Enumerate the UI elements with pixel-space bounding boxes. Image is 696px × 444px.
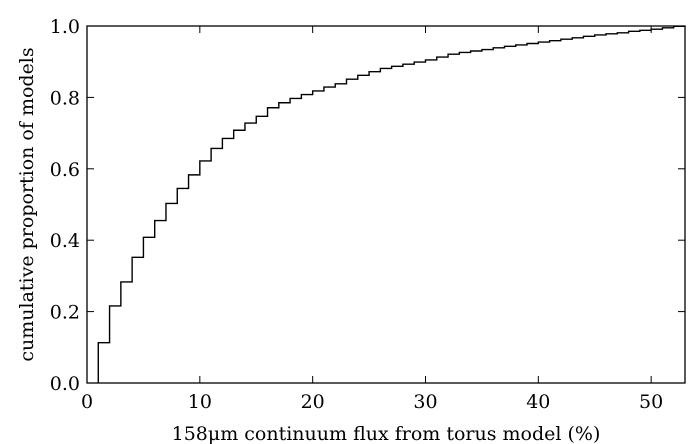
y-tick-label: 0.2 <box>50 302 80 324</box>
x-axis-label: 158μm continuum flux from torus model (%… <box>172 423 601 444</box>
x-tick-label: 0 <box>81 391 93 413</box>
y-tick-label: 0.8 <box>50 87 80 109</box>
series-step-line-0 <box>97 25 686 383</box>
x-tick-label: 40 <box>526 391 550 413</box>
x-tick-label: 30 <box>413 391 437 413</box>
plot-frame <box>86 25 686 384</box>
x-tick-label: 20 <box>301 391 325 413</box>
ticks-layer: 0 10 20 30 40 50 0.0 0.2 0.4 0.6 0.8 1.0 <box>50 16 685 413</box>
y-tick-label: 0.0 <box>50 373 80 395</box>
x-tick-label: 50 <box>639 391 663 413</box>
y-tick-label: 0.6 <box>50 159 80 181</box>
y-tick-label: 1.0 <box>50 16 80 38</box>
y-tick-label: 0.4 <box>50 230 80 252</box>
y-axis-label: cumulative proportion of models <box>16 47 38 361</box>
series-layer <box>97 25 686 383</box>
x-tick-label: 10 <box>188 391 212 413</box>
